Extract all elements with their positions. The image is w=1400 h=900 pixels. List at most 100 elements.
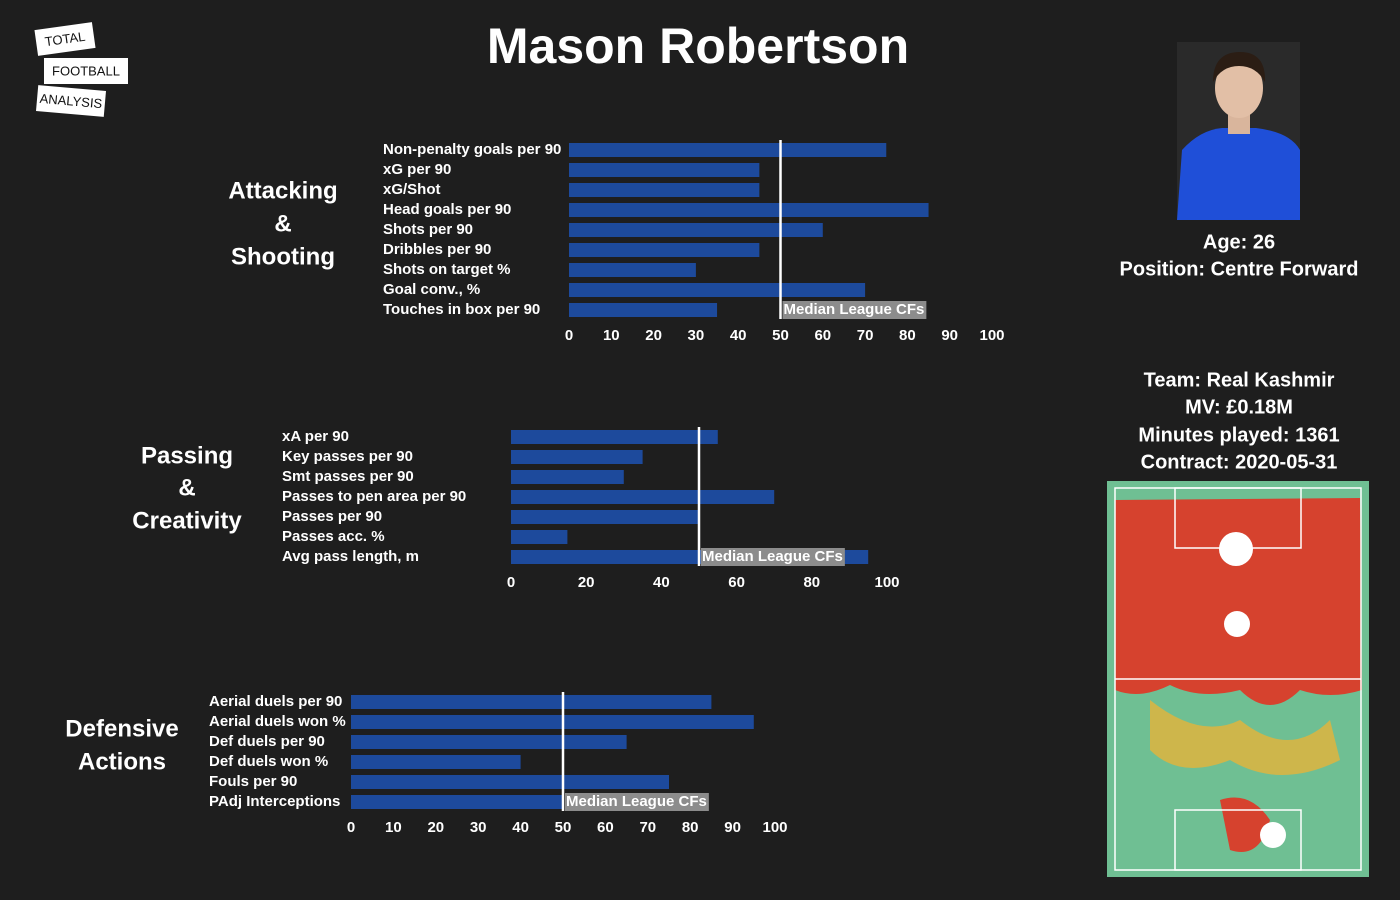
player-info: Position: Centre Forward <box>1120 258 1359 280</box>
x-tick-label: 40 <box>730 327 747 344</box>
bar <box>569 143 887 157</box>
bar <box>511 490 775 504</box>
bar <box>569 203 929 217</box>
section-title: Attacking <box>228 177 337 204</box>
bar <box>351 755 521 769</box>
section-title: Actions <box>78 748 166 775</box>
category-label: Non-penalty goals per 90 <box>383 141 561 158</box>
heat-zone <box>1115 498 1362 705</box>
x-tick-label: 70 <box>857 327 874 344</box>
category-label: Shots per 90 <box>383 221 473 238</box>
x-tick-label: 100 <box>979 327 1004 344</box>
x-tick-label: 60 <box>814 327 831 344</box>
bar <box>569 163 760 177</box>
x-tick-label: 80 <box>803 574 820 591</box>
bar <box>351 695 712 709</box>
section-title: & <box>178 474 195 501</box>
logo: TOTAL FOOTBALL ANALYSIS <box>34 22 128 117</box>
category-label: Aerial duels per 90 <box>209 693 342 710</box>
bar <box>569 243 760 257</box>
player-info: Age: 26 <box>1203 231 1275 253</box>
position-dot <box>1260 822 1286 848</box>
x-tick-label: 60 <box>728 574 745 591</box>
bar <box>511 510 699 524</box>
category-label: Avg pass length, m <box>282 548 419 565</box>
logo-text: FOOTBALL <box>52 63 120 78</box>
median-label-bg <box>701 548 845 566</box>
bar <box>569 283 866 297</box>
player-photo <box>1177 42 1300 220</box>
bar <box>569 263 696 277</box>
category-label: Passes per 90 <box>282 508 382 525</box>
section-title: Passing <box>141 442 233 469</box>
logo-text: ANALYSIS <box>39 91 103 111</box>
x-tick-label: 90 <box>724 819 741 836</box>
section-title: & <box>274 210 291 237</box>
bar <box>351 715 754 729</box>
x-tick-label: 20 <box>578 574 595 591</box>
x-tick-label: 0 <box>347 819 355 836</box>
page-title: Mason Robertson <box>487 18 909 74</box>
median-label: Median League CFs <box>784 301 925 318</box>
bar <box>569 303 718 317</box>
x-tick-label: 50 <box>772 327 789 344</box>
median-label: Median League CFs <box>566 793 707 810</box>
category-label: Shots on target % <box>383 261 511 278</box>
team-info: Team: Real Kashmir <box>1144 369 1335 391</box>
category-label: PAdj Interceptions <box>209 793 340 810</box>
category-label: xG/Shot <box>383 181 441 198</box>
bar <box>511 530 568 544</box>
category-label: Goal conv., % <box>383 281 480 298</box>
bar <box>351 735 627 749</box>
bar <box>511 430 718 444</box>
x-tick-label: 80 <box>682 819 699 836</box>
category-label: Touches in box per 90 <box>383 301 540 318</box>
category-label: Dribbles per 90 <box>383 241 491 258</box>
section-title: Creativity <box>132 507 242 534</box>
bar <box>569 183 760 197</box>
category-label: Def duels per 90 <box>209 733 325 750</box>
category-label: xG per 90 <box>383 161 451 178</box>
x-tick-label: 100 <box>762 819 787 836</box>
position-dot <box>1224 611 1250 637</box>
x-tick-label: 20 <box>427 819 444 836</box>
face <box>1215 58 1263 118</box>
median-label-bg <box>782 301 927 319</box>
shirt <box>1177 128 1300 220</box>
median-label: Median League CFs <box>702 548 843 565</box>
bar <box>351 795 563 809</box>
x-tick-label: 40 <box>653 574 670 591</box>
category-label: Key passes per 90 <box>282 448 413 465</box>
category-label: Passes to pen area per 90 <box>282 488 466 505</box>
x-tick-label: 90 <box>941 327 958 344</box>
heatmap <box>1107 481 1369 877</box>
x-tick-label: 60 <box>597 819 614 836</box>
category-label: Fouls per 90 <box>209 773 297 790</box>
heat-zone <box>1150 700 1340 775</box>
heat-zone <box>1220 797 1270 852</box>
x-tick-label: 10 <box>603 327 620 344</box>
position-dot <box>1219 532 1253 566</box>
logo-plate <box>35 85 107 117</box>
x-tick-label: 40 <box>512 819 529 836</box>
category-label: Passes acc. % <box>282 528 385 545</box>
team-info: Minutes played: 1361 <box>1138 424 1339 446</box>
section-title: Defensive <box>65 715 178 742</box>
pitch-line <box>1174 809 1302 871</box>
bar <box>511 450 643 464</box>
x-tick-label: 0 <box>565 327 573 344</box>
x-tick-label: 20 <box>645 327 662 344</box>
x-tick-label: 80 <box>899 327 916 344</box>
x-tick-label: 50 <box>555 819 572 836</box>
x-tick-label: 100 <box>874 574 899 591</box>
median-label-bg <box>565 793 709 811</box>
bar <box>351 775 669 789</box>
category-label: xA per 90 <box>282 428 349 445</box>
x-tick-label: 30 <box>470 819 487 836</box>
x-tick-label: 0 <box>507 574 515 591</box>
logo-text: TOTAL <box>44 29 86 50</box>
section-title: Shooting <box>231 243 335 270</box>
x-tick-label: 70 <box>639 819 656 836</box>
bar <box>569 223 823 237</box>
